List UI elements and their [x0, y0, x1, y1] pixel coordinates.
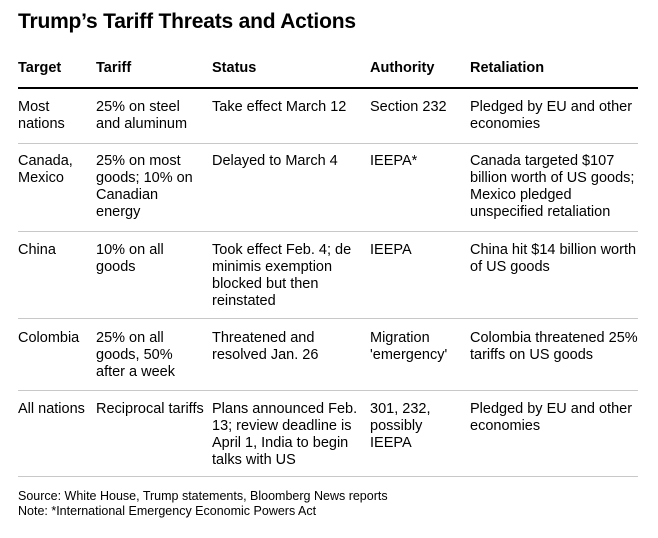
cell-tariff: 25% on most goods; 10% on Canadian energ…	[96, 153, 193, 220]
column-header-retaliation: Retaliation	[470, 60, 545, 76]
row-divider	[18, 143, 638, 144]
row-divider	[18, 231, 638, 232]
cell-tariff: 25% on all goods, 50% after a week	[96, 330, 175, 380]
cell-tariff: 10% on all goods	[96, 242, 164, 275]
cell-authority: Migration 'emergency'	[370, 330, 448, 363]
cell-status: Took effect Feb. 4; de minimis exemption…	[212, 242, 352, 309]
page-title: Trump’s Tariff Threats and Actions	[18, 10, 356, 33]
cell-target: All nations	[18, 401, 85, 417]
column-header-authority: Authority	[370, 60, 435, 76]
column-header-tariff: Tariff	[96, 60, 132, 76]
row-divider	[18, 476, 638, 477]
cell-retaliation: Colombia threatened 25% tariffs on US go…	[470, 330, 638, 363]
cell-tariff: Reciprocal tariffs	[96, 401, 204, 417]
footnote: Note: *International Emergency Economic …	[18, 504, 317, 518]
cell-status: Take effect March 12	[212, 99, 347, 115]
cell-authority: 301, 232, possibly IEEPA	[370, 401, 431, 451]
cell-target: China	[18, 242, 56, 258]
row-divider	[18, 318, 638, 319]
cell-status: Plans announced Feb. 13; review deadline…	[212, 401, 358, 468]
header-rule	[18, 87, 638, 89]
cell-authority: IEEPA*	[370, 153, 418, 169]
cell-status: Threatened and resolved Jan. 26	[212, 330, 319, 363]
column-header-target: Target	[18, 60, 62, 76]
cell-retaliation: Pledged by EU and other economies	[470, 401, 633, 434]
cell-status: Delayed to March 4	[212, 153, 338, 169]
cell-retaliation: Pledged by EU and other economies	[470, 99, 633, 132]
cell-target: Most nations	[18, 99, 65, 132]
row-divider	[18, 390, 638, 391]
cell-authority: Section 232	[370, 99, 447, 115]
cell-retaliation: China hit $14 billion worth of US goods	[470, 242, 637, 275]
cell-authority: IEEPA	[370, 242, 412, 258]
cell-target: Canada, Mexico	[18, 153, 73, 186]
cell-target: Colombia	[18, 330, 80, 346]
column-header-status: Status	[212, 60, 257, 76]
cell-retaliation: Canada targeted $107 billion worth of US…	[470, 153, 635, 220]
cell-tariff: 25% on steel and aluminum	[96, 99, 188, 132]
source-note: Source: White House, Trump statements, B…	[18, 489, 388, 503]
